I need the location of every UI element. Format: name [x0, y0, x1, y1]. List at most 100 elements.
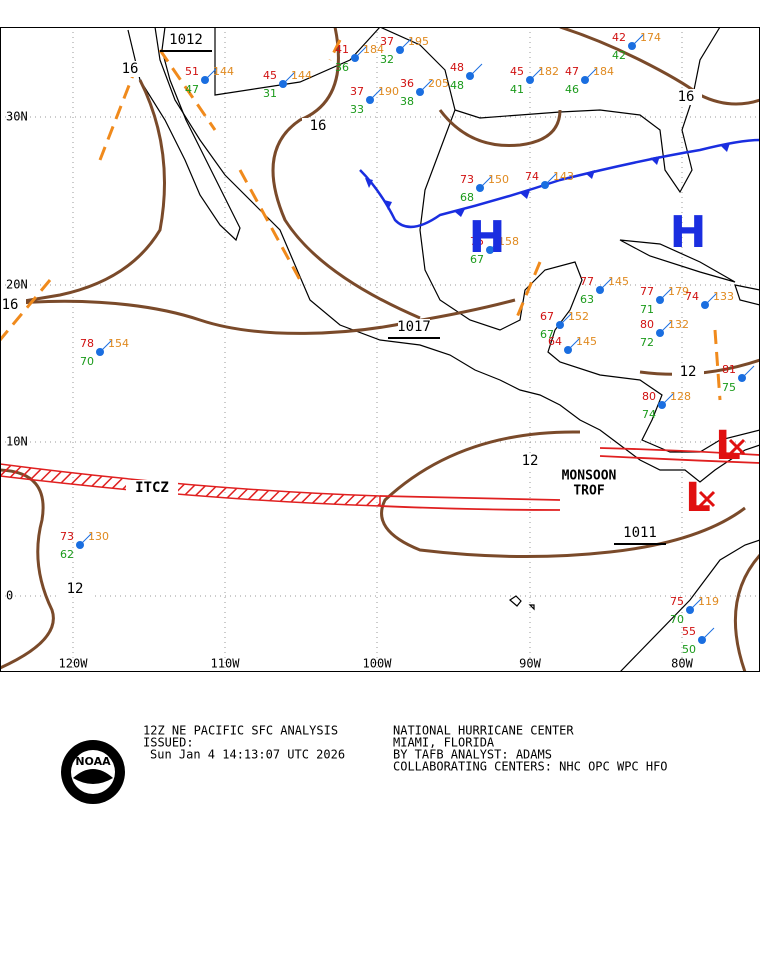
dewpoint: 31 [263, 87, 277, 100]
station [596, 286, 604, 294]
pressure: 174 [640, 31, 661, 44]
logo-text: NOAA [75, 755, 111, 768]
dewpoint: 47 [185, 83, 199, 96]
isobar-label-bg [398, 319, 430, 335]
pressure: 179 [668, 285, 689, 298]
station [581, 76, 589, 84]
station [366, 96, 374, 104]
lat-label: 0 [6, 589, 13, 603]
temperature: 73 [460, 173, 474, 186]
station [486, 246, 494, 254]
pressure: 190 [378, 85, 399, 98]
temperature: 48 [450, 61, 464, 74]
dewpoint: 75 [722, 381, 736, 394]
pressure: 150 [488, 173, 509, 186]
footer-right: NATIONAL HURRICANE CENTER [393, 724, 574, 738]
pressure: 130 [88, 530, 109, 543]
temperature: 80 [640, 318, 654, 331]
pressure: 184 [363, 43, 384, 56]
temperature: 41 [335, 43, 349, 56]
isobar-label-bg [0, 297, 26, 313]
low-x [698, 490, 716, 508]
isobar-label-bg [672, 364, 704, 380]
station [396, 46, 404, 54]
pressure: 158 [498, 235, 519, 248]
dewpoint: 50 [682, 643, 696, 656]
pressure: 184 [593, 65, 614, 78]
footer-right: COLLABORATING CENTERS: NHC OPC WPC HFO [393, 760, 668, 774]
footer-left: Sun Jan 4 14:13:07 UTC 2026 [150, 748, 345, 762]
isobar-label-bg [170, 32, 202, 48]
station [96, 348, 104, 356]
station [658, 401, 666, 409]
station [656, 329, 664, 337]
isobar-label: 12 [67, 581, 84, 597]
isobar-label: 16 [122, 61, 139, 77]
footer-left: 12Z NE PACIFIC SFC ANALYSIS [143, 724, 338, 738]
dewpoint: 48 [450, 79, 464, 92]
temperature: 37 [350, 85, 364, 98]
isobar-label-bg [114, 61, 146, 77]
dewpoint: 33 [350, 103, 364, 116]
pressure: 154 [108, 337, 129, 350]
station [526, 76, 534, 84]
pressure: 144 [291, 69, 312, 82]
lon-label: 80W [671, 657, 693, 671]
temperature: 37 [380, 35, 394, 48]
station [556, 321, 564, 329]
temperature: 74 [685, 290, 699, 303]
isobar-label: 1011 [623, 525, 657, 541]
station [476, 184, 484, 192]
pressure: 152 [568, 310, 589, 323]
station [279, 80, 287, 88]
dewpoint: 70 [670, 613, 684, 626]
isobar-label: 1012 [169, 32, 203, 48]
station [416, 88, 424, 96]
station [564, 346, 572, 354]
dewpoint: 38 [400, 95, 414, 108]
station [201, 76, 209, 84]
lon-label: 90W [519, 657, 541, 671]
lon-label: 100W [363, 657, 393, 671]
station [686, 606, 694, 614]
monsoon-label: MONSOON [562, 469, 617, 484]
dewpoint: 67 [470, 253, 484, 266]
temperature: 78 [80, 337, 94, 350]
dewpoint: 36 [335, 61, 349, 74]
temperature: 77 [640, 285, 654, 298]
temperature: 42 [612, 31, 626, 44]
pressure: 145 [576, 335, 597, 348]
station [701, 301, 709, 309]
temperature: 51 [185, 65, 199, 78]
station [698, 636, 706, 644]
pressure: 133 [713, 290, 734, 303]
graticule [0, 27, 760, 672]
isobar-label-bg [302, 118, 334, 134]
dewpoint: 62 [60, 548, 74, 561]
temperature: 64 [548, 335, 562, 348]
dewpoint: 68 [460, 191, 474, 204]
station [656, 296, 664, 304]
dewpoint: 74 [642, 408, 656, 421]
dewpoint: 41 [510, 83, 524, 96]
pressure: 195 [408, 35, 429, 48]
footer-right: MIAMI, FLORIDA [393, 736, 495, 750]
station [738, 374, 746, 382]
lon-label: 120W [59, 657, 89, 671]
pressure: 128 [670, 390, 691, 403]
temperature: 73 [60, 530, 74, 543]
pressure: 182 [538, 65, 559, 78]
temperature: 47 [565, 65, 579, 78]
station [541, 181, 549, 189]
itcz-label-bg [126, 480, 178, 496]
dewpoint: 32 [380, 53, 394, 66]
itcz-label: ITCZ [135, 480, 169, 496]
isobar-label-bg [624, 525, 656, 541]
temperature: 77 [580, 275, 594, 288]
station [628, 42, 636, 50]
temperature: 74 [525, 170, 539, 183]
